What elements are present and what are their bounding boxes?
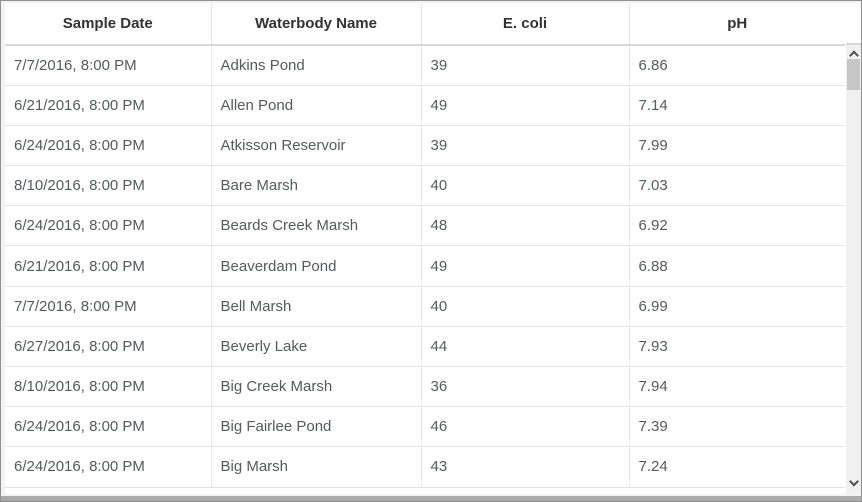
table-cell-ecoli: 40 (420, 286, 629, 327)
table-cell-sample-date: 8/10/2016, 8:00 PM (5, 165, 211, 207)
table-cell-ph: 6.86 (628, 45, 845, 86)
table-row[interactable]: 8/10/2016, 8:00 PM Bare Marsh 40 7.03 (5, 165, 845, 207)
table-row[interactable]: 7/7/2016, 8:00 PM Adkins Pond 39 6.86 (5, 45, 845, 86)
table-cell-sample-date: 7/7/2016, 8:00 PM (5, 286, 211, 327)
table-cell-ph: 7.93 (628, 326, 845, 368)
table-row[interactable]: 6/24/2016, 8:00 PM Big Marsh 43 7.24 (5, 446, 845, 488)
column-header-waterbody-name[interactable]: Waterbody Name (210, 3, 421, 46)
table-cell-sample-date: 7/7/2016, 8:00 PM (5, 45, 211, 86)
table-cell-sample-date: 6/27/2016, 8:00 PM (5, 326, 211, 368)
table-cell-ecoli: 39 (420, 45, 629, 86)
attribute-table: Sample Date Waterbody Name E. coli pH 7/7/2… (5, 3, 845, 488)
table-cell-sample-date: 6/24/2016, 8:00 PM (5, 205, 211, 247)
table-cell-waterbody-name: Beverly Lake (210, 326, 421, 368)
table-cell-ph: 7.14 (628, 85, 845, 126)
table-cell-ph: 7.39 (628, 406, 845, 448)
column-header-ecoli[interactable]: E. coli (420, 3, 629, 46)
table-cell-sample-date: 6/24/2016, 8:00 PM (5, 446, 211, 488)
table-cell-ph: 7.03 (628, 165, 845, 207)
table-cell-waterbody-name: Bare Marsh (210, 165, 421, 207)
table-cell-waterbody-name: Adkins Pond (210, 45, 421, 86)
table-cell-sample-date: 6/21/2016, 8:00 PM (5, 245, 211, 287)
table-cell-sample-date: 6/24/2016, 8:00 PM (5, 125, 211, 167)
table-cell-ph: 6.99 (628, 286, 845, 327)
table-panel: Sample Date Waterbody Name E. coli pH 7/7/2… (5, 3, 861, 494)
table-cell-waterbody-name: Beards Creek Marsh (210, 205, 421, 247)
vertical-scrollbar[interactable] (846, 45, 861, 494)
table-row[interactable]: 6/24/2016, 8:00 PM Beards Creek Marsh 48 6.… (5, 205, 845, 247)
table-cell-waterbody-name: Allen Pond (210, 85, 421, 126)
column-header-ph[interactable]: pH (628, 3, 845, 46)
table-cell-ecoli: 48 (420, 205, 629, 247)
table-header-row: Sample Date Waterbody Name E. coli pH (5, 3, 845, 46)
table-cell-sample-date: 6/24/2016, 8:00 PM (5, 406, 211, 448)
table-row[interactable]: 6/24/2016, 8:00 PM Atkisson Reservoir 39 7.… (5, 125, 845, 167)
table-cell-ecoli: 40 (420, 165, 629, 207)
table-cell-waterbody-name: Big Marsh (210, 446, 421, 488)
table-row[interactable]: 6/21/2016, 8:00 PM Beaverdam Pond 49 6.88 (5, 245, 845, 287)
table-row[interactable]: 8/10/2016, 8:00 PM Big Creek Marsh 36 7.94 (5, 366, 845, 408)
table-cell-sample-date: 8/10/2016, 8:00 PM (5, 366, 211, 408)
table-cell-waterbody-name: Big Fairlee Pond (210, 406, 421, 448)
table-cell-ecoli: 36 (420, 366, 629, 408)
vertical-scrollbar-thumb[interactable] (847, 59, 860, 90)
table-cell-ph: 6.92 (628, 205, 845, 247)
table-row[interactable]: 6/27/2016, 8:00 PM Beverly Lake 44 7.93 (5, 326, 845, 368)
table-cell-waterbody-name: Bell Marsh (210, 286, 421, 327)
table-cell-waterbody-name: Beaverdam Pond (210, 245, 421, 287)
table-cell-ecoli: 46 (420, 406, 629, 448)
table-cell-ph: 7.94 (628, 366, 845, 408)
chevron-down-icon[interactable] (848, 476, 859, 487)
table-cell-ecoli: 39 (420, 125, 629, 167)
table-cell-waterbody-name: Big Creek Marsh (210, 366, 421, 408)
horizontal-scrollbar-thumb[interactable] (1, 496, 861, 501)
table-row[interactable]: 6/21/2016, 8:00 PM Allen Pond 49 7.14 (5, 85, 845, 126)
table-cell-ecoli: 49 (420, 245, 629, 287)
table-cell-ecoli: 43 (420, 446, 629, 488)
header-corner-filler (846, 3, 861, 45)
table-cell-waterbody-name: Atkisson Reservoir (210, 125, 421, 167)
table-cell-ecoli: 49 (420, 85, 629, 126)
table-row[interactable]: 7/7/2016, 8:00 PM Bell Marsh 40 6.99 (5, 286, 845, 327)
table-cell-sample-date: 6/21/2016, 8:00 PM (5, 85, 211, 126)
table-cell-ph: 7.24 (628, 446, 845, 488)
table-row[interactable]: 6/24/2016, 8:00 PM Big Fairlee Pond 46 7.39 (5, 406, 845, 448)
table-cell-ph: 6.88 (628, 245, 845, 287)
column-header-sample-date[interactable]: Sample Date (5, 3, 211, 46)
table-cell-ecoli: 44 (420, 326, 629, 368)
horizontal-scrollbar[interactable] (1, 495, 861, 501)
table-cell-ph: 7.99 (628, 125, 845, 167)
table-body: 7/7/2016, 8:00 PM Adkins Pond 39 6.86 6/21/2… (5, 45, 845, 488)
